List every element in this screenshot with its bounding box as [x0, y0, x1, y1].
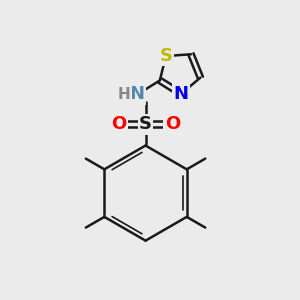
Text: S: S: [139, 115, 152, 133]
Text: S: S: [159, 47, 172, 65]
Text: N: N: [129, 85, 144, 103]
Text: O: O: [111, 115, 126, 133]
Text: H: H: [118, 87, 130, 102]
Text: O: O: [165, 115, 180, 133]
Text: N: N: [174, 85, 189, 103]
